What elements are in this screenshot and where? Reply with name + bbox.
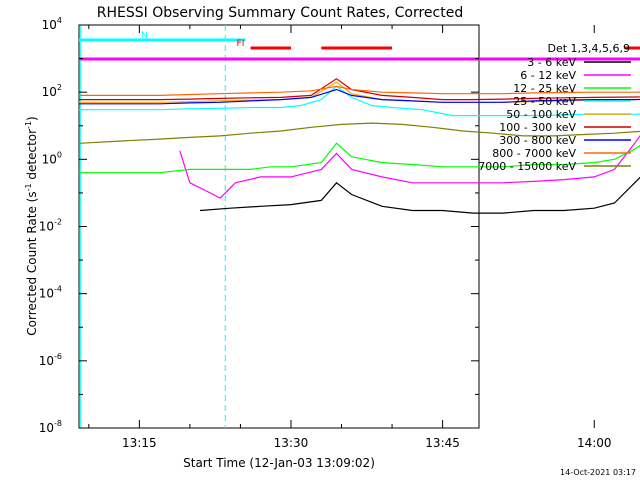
y-axis-label-end: ): [25, 116, 39, 121]
x-tick-label: 13:45: [425, 436, 460, 450]
series-line-4: [79, 81, 640, 103]
legend-label: 300 - 800 keV: [499, 134, 576, 147]
y-tick-label: 102: [42, 83, 62, 99]
y-tick-label: 100: [42, 150, 62, 166]
x-axis-label: Start Time (12-Jan-03 13:09:02): [183, 456, 375, 470]
y-tick-label: 104: [42, 16, 62, 32]
x-tick-label: 14:00: [577, 436, 612, 450]
footer-timestamp: 14-Oct-2021 03:17: [560, 468, 636, 477]
legend-label: 100 - 300 keV: [499, 121, 576, 134]
legend-label: 7000 - 15000 keV: [478, 160, 576, 173]
plot-frame: [78, 24, 480, 429]
y-tick-base: 10: [42, 152, 57, 166]
y-tick-label: 10-4: [39, 285, 62, 301]
legend-label: 50 - 100 keV: [506, 108, 576, 121]
y-tick-exponent: -4: [54, 285, 62, 294]
y-axis-label-mid: detector: [25, 129, 39, 184]
y-tick-base: 10: [42, 85, 57, 99]
flag-bar-label: FI: [237, 39, 245, 49]
series-line-0: [199, 176, 640, 214]
y-tick-base: 10: [39, 220, 54, 234]
y-tick-exponent: -6: [54, 352, 62, 361]
chart-title: RHESSI Observing Summary Count Rates, Co…: [97, 5, 463, 21]
y-tick-exponent: 0: [57, 150, 62, 159]
y-tick-exponent: 2: [57, 83, 62, 92]
legend-label: 6 - 12 keV: [520, 69, 576, 82]
y-tick-exponent: 4: [57, 16, 62, 25]
legend-label: 800 - 7000 keV: [492, 147, 576, 160]
flag-bars: NFIAGA1: [79, 31, 640, 61]
series-line-8: [78, 122, 640, 144]
series-line-1: [179, 135, 640, 199]
y-tick-exponent: -2: [54, 218, 62, 227]
y-axis-label-main: Corrected Count Rate (s: [25, 191, 39, 335]
x-tick-label: 13:30: [274, 436, 309, 450]
y-tick-label: 10-8: [39, 419, 62, 435]
y-axis-label-sup1: -1: [24, 183, 33, 191]
x-tick-label: 13:15: [122, 436, 157, 450]
y-tick-label: 10-2: [39, 218, 62, 234]
series-line-3: [79, 85, 640, 117]
legend-label: 3 - 6 keV: [527, 56, 576, 69]
y-tick-label: 10-6: [39, 352, 62, 368]
legend-title: Det 1,3,4,5,6,9: [547, 42, 630, 55]
y-tick-base: 10: [39, 421, 54, 435]
series-line-2: [79, 142, 640, 174]
series-line-6: [79, 88, 640, 105]
y-tick-base: 10: [42, 18, 57, 32]
y-axis-label-sup2: -1: [24, 121, 33, 129]
y-tick-exponent: -8: [54, 419, 62, 428]
legend-label: 12 - 25 keV: [513, 82, 576, 95]
y-tick-base: 10: [39, 354, 54, 368]
series-line-5: [79, 78, 640, 101]
y-tick-base: 10: [39, 287, 54, 301]
flag-bar-label: N: [141, 31, 148, 41]
series-lines: [78, 78, 640, 214]
y-axis-label: Corrected Count Rate (s-1 detector-1): [24, 116, 39, 335]
legend-label: 25 - 50 keV: [513, 95, 576, 108]
series-line-7: [79, 85, 640, 97]
